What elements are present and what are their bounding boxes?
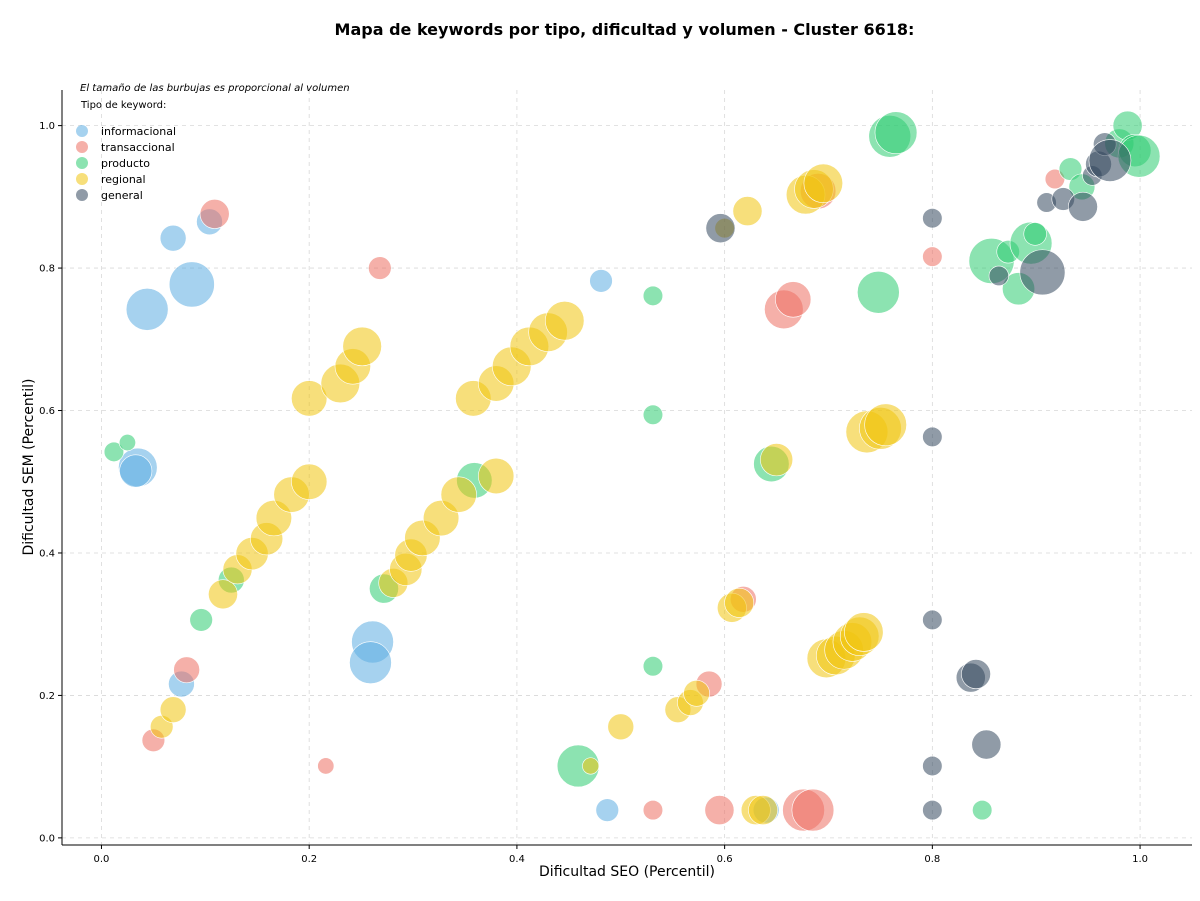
bubble-size-note: El tamaño de las burbujas es proporciona… (80, 83, 350, 94)
bubble-general (988, 265, 1009, 287)
bubble-regional (864, 403, 907, 447)
bubble-general (922, 609, 943, 631)
y-tick-label: 0.6 (39, 406, 55, 417)
bubble-informacional (595, 798, 619, 822)
bubble-regional (478, 457, 515, 495)
bubble-general (922, 426, 943, 447)
bubble-regional (208, 579, 238, 610)
bubble-transaccional (775, 281, 812, 318)
bubble-informacional (349, 641, 392, 684)
legend-marker-informacional (76, 125, 88, 137)
bubble-general (1068, 191, 1098, 222)
y-tick-label: 0.2 (39, 691, 55, 702)
y-tick-label: 0.8 (39, 264, 55, 275)
bubble-informacional (125, 288, 169, 331)
bubble-regional (607, 713, 635, 741)
y-ticks: 0.0 0.2 0.4 0.6 0.8 1.0 (39, 121, 62, 844)
bubble-regional (582, 757, 600, 775)
bubble-regional (683, 679, 710, 707)
bubble-producto (103, 441, 125, 462)
bubbles (103, 110, 1161, 832)
bubble-producto (118, 434, 136, 452)
bubble-transaccional (642, 799, 664, 821)
bubble-regional (544, 301, 585, 341)
bubble-general (922, 208, 943, 229)
bubble-producto (874, 111, 918, 155)
bubble-regional (159, 696, 187, 723)
bubble-regional (291, 463, 328, 500)
legend-label-transaccional: transaccional (101, 141, 175, 154)
bubble-regional (440, 476, 477, 513)
bubble-general (1019, 249, 1066, 296)
x-ticks: 0.0 0.2 0.4 0.6 0.8 1.0 (94, 845, 1148, 865)
bubble-general (922, 755, 943, 777)
y-tick-label: 0.0 (39, 833, 55, 844)
x-tick-label: 1.0 (1132, 854, 1148, 865)
bubble-regional (760, 443, 794, 477)
bubble-transaccional (922, 246, 943, 267)
bubble-producto (189, 608, 213, 632)
bubble-informacional (119, 454, 153, 488)
bubble-producto (857, 270, 900, 314)
bubble-regional (732, 196, 763, 226)
legend-marker-transaccional (76, 141, 88, 153)
bubble-transaccional (368, 256, 392, 280)
y-axis-label: Dificultad SEM (Percentil) (21, 379, 37, 556)
bubble-general (961, 659, 991, 689)
legend-label-producto: producto (101, 157, 150, 170)
bubble-informacional (168, 261, 215, 308)
bubble-general (922, 799, 943, 821)
bubble-producto (1023, 222, 1047, 246)
bubble-regional (724, 587, 755, 618)
bubble-transaccional (317, 757, 335, 775)
x-tick-label: 0.6 (717, 854, 733, 865)
bubble-producto (972, 799, 993, 821)
x-tick-label: 0.0 (94, 854, 110, 865)
legend-marker-general (76, 189, 88, 201)
bubble-producto (642, 656, 664, 677)
legend-marker-producto (76, 157, 88, 169)
legend-title: Tipo de keyword: (80, 100, 166, 111)
bubble-informacional (589, 269, 613, 293)
bubble-regional (748, 795, 778, 825)
bubble-producto (642, 404, 664, 425)
bubble-regional (844, 612, 884, 652)
bubble-general (1088, 139, 1132, 182)
bubble-regional (803, 163, 843, 204)
bubble-general (705, 213, 736, 244)
y-tick-label: 1.0 (39, 121, 55, 132)
legend-label-general: general (101, 189, 143, 202)
legend-marker-regional (76, 173, 88, 185)
legend-label-regional: regional (101, 173, 146, 186)
x-tick-label: 0.4 (509, 854, 525, 865)
bubble-transaccional (704, 795, 735, 825)
axes (61, 90, 1192, 846)
x-tick-label: 0.8 (924, 854, 940, 865)
bubble-transaccional (173, 656, 200, 684)
bubble-producto (556, 744, 600, 788)
bubble-transaccional (199, 199, 230, 229)
bubble-regional (342, 326, 382, 367)
bubble-informacional (159, 224, 187, 252)
y-tick-label: 0.4 (39, 548, 55, 559)
x-axis-label: Dificultad SEO (Percentil) (539, 864, 715, 880)
bubble-regional (291, 380, 328, 417)
x-tick-label: 0.2 (301, 854, 317, 865)
chart-title: Mapa de keywords por tipo, dificultad y … (334, 20, 915, 39)
bubble-general (971, 729, 1002, 760)
bubble-producto (642, 285, 664, 306)
bubble-transaccional (791, 788, 835, 832)
legend-label-informacional: informacional (101, 125, 176, 138)
legend: informacional transaccional producto region… (76, 125, 176, 202)
